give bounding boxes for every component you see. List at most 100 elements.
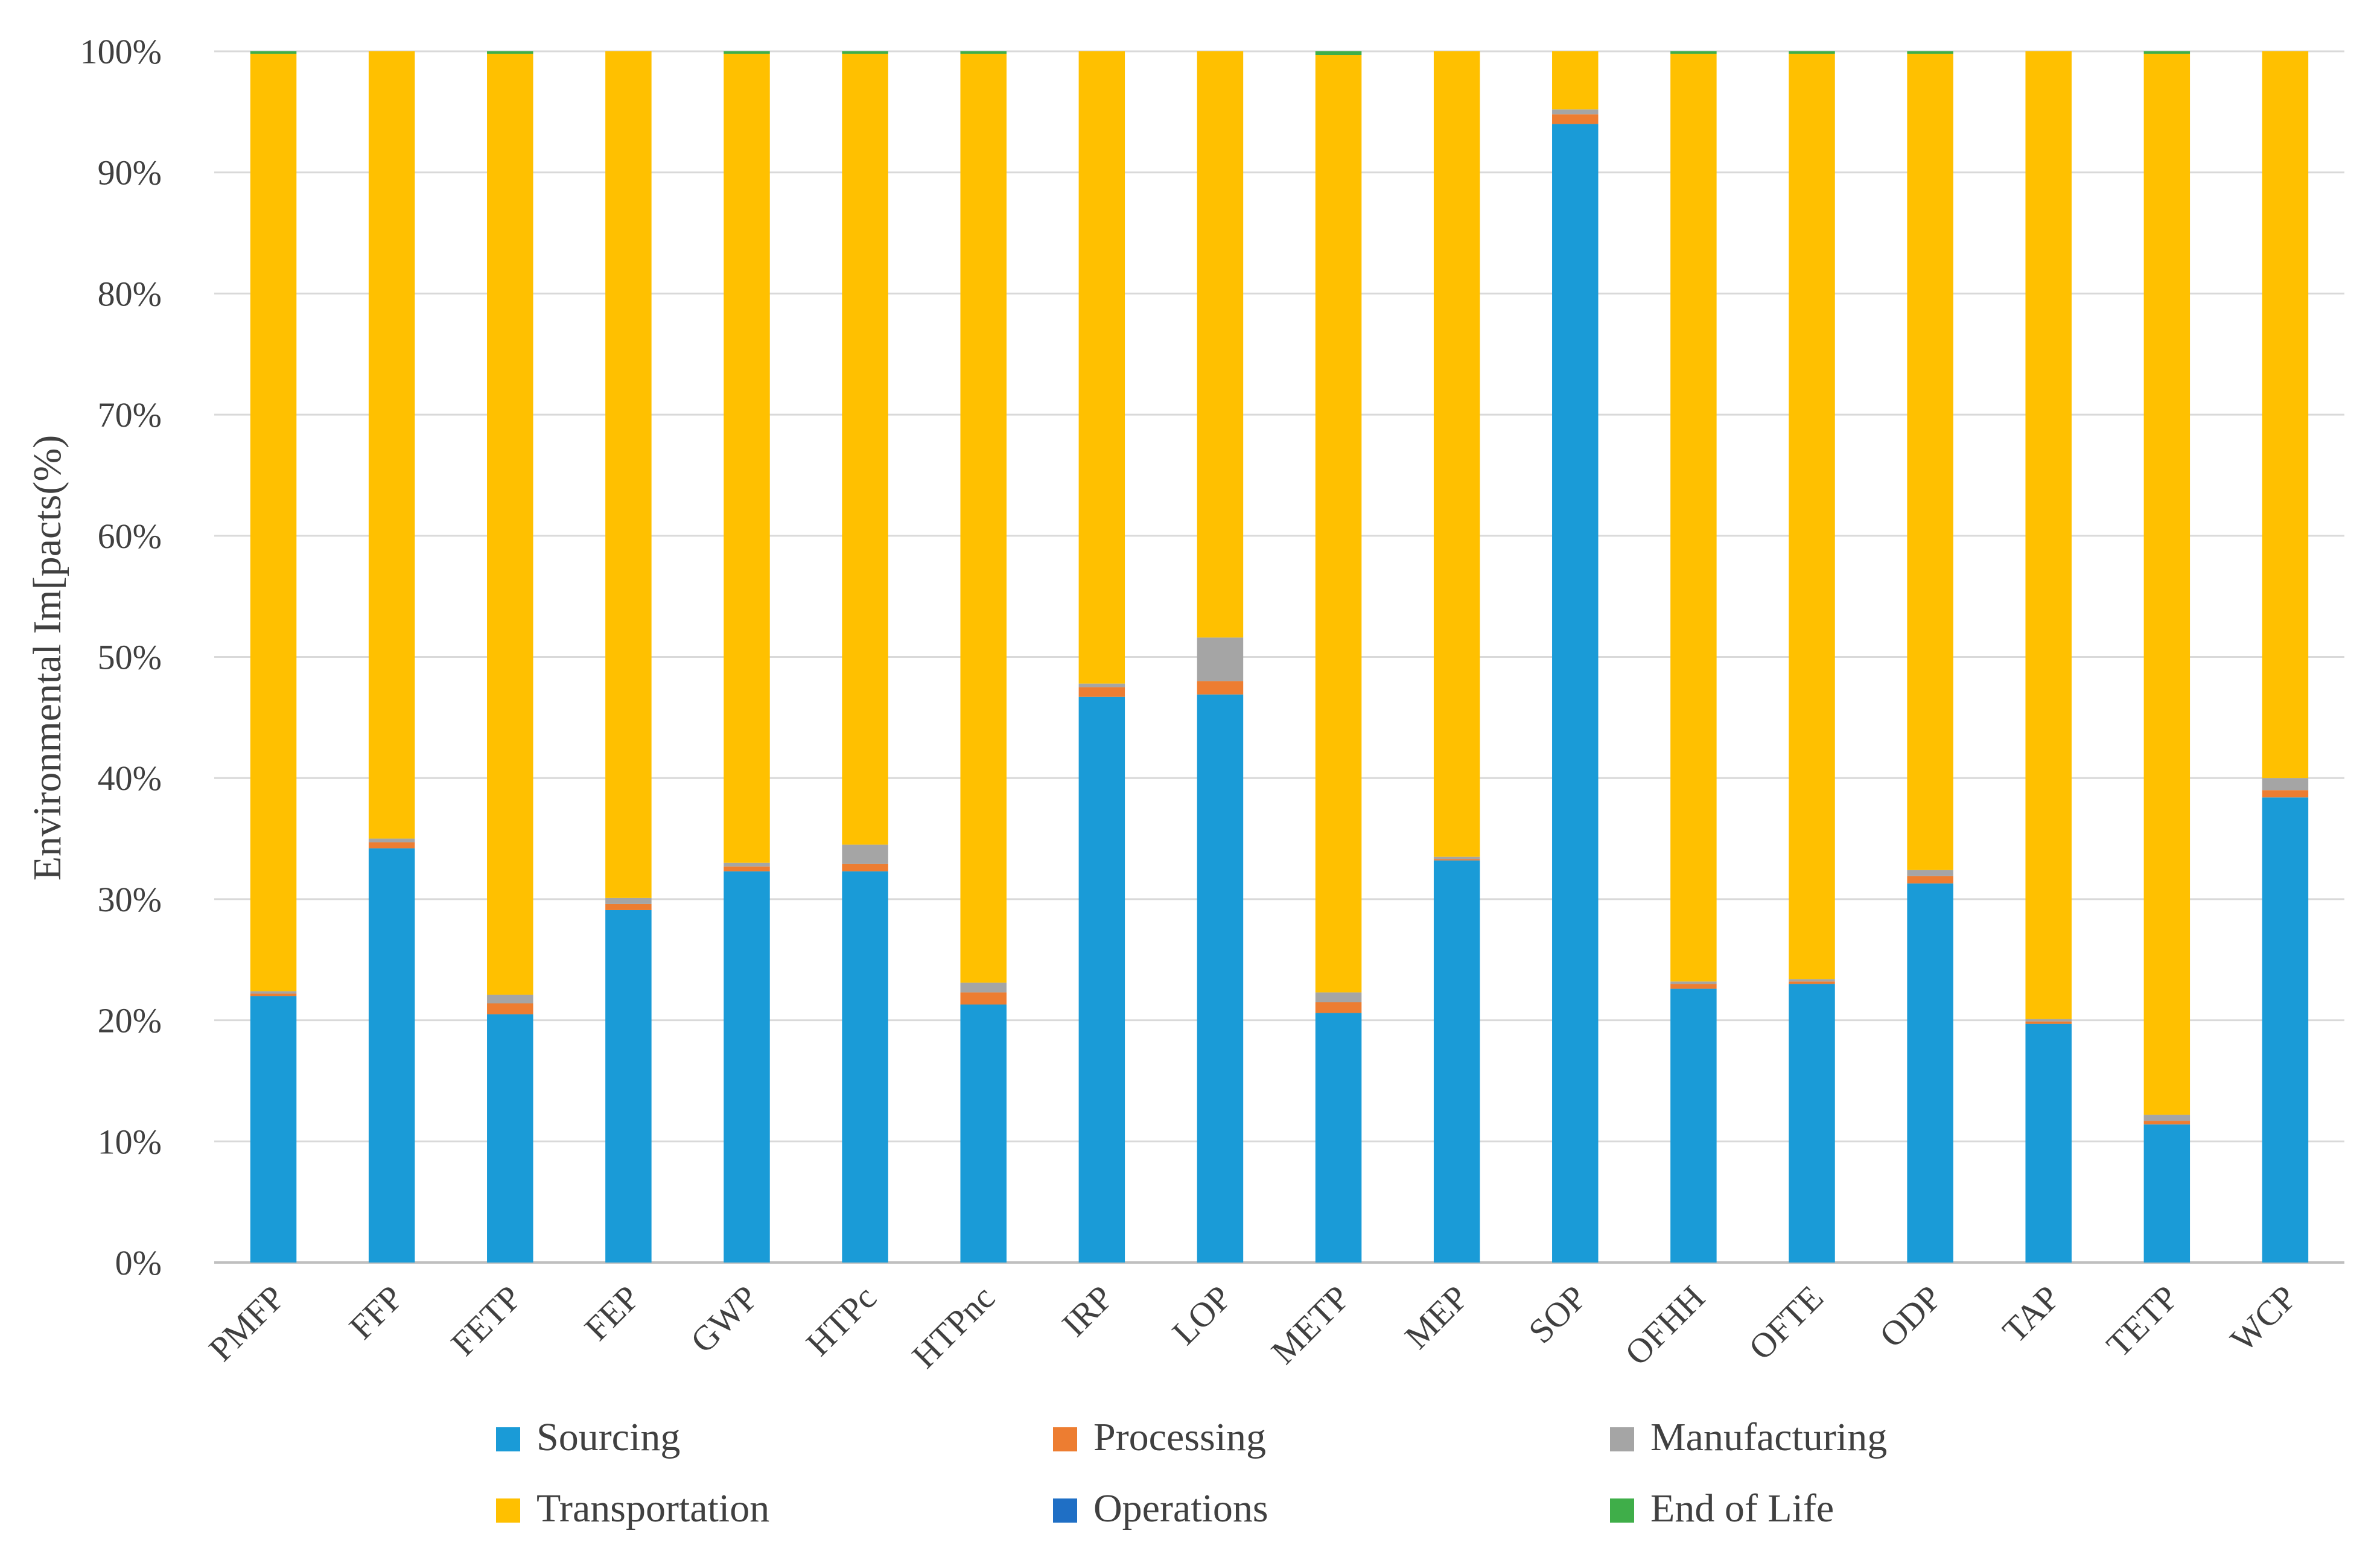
bar-pmfp-transportation [250, 54, 297, 992]
bar-ofhh-manufacturing [1670, 981, 1717, 984]
bar-mep-transportation [1433, 51, 1480, 857]
bar-tetp-transportation [2143, 54, 2191, 1115]
x-category-label: METP [1264, 1278, 1357, 1371]
bar-odp-end-of-life [1907, 51, 1953, 54]
x-category-label: FEP [577, 1278, 648, 1348]
bar-sop-transportation [1552, 51, 1599, 110]
y-tick-label: 0% [115, 1243, 162, 1282]
legend-label: Sourcing [536, 1415, 680, 1459]
x-category-label: OFTE [1741, 1278, 1830, 1367]
legend-label: Operations [1093, 1486, 1268, 1530]
bar-ffp-processing [368, 842, 415, 849]
legend-label: Transportation [536, 1486, 769, 1530]
bar-ffp-transportation [368, 51, 415, 839]
bar-tetp-processing [2143, 1121, 2191, 1125]
bar-tetp-sourcing [2143, 1124, 2191, 1263]
y-tick-label: 30% [98, 880, 162, 919]
x-category-label: TETP [2099, 1278, 2186, 1365]
bar-wcp-processing [2262, 790, 2309, 798]
x-category-label: FFP [342, 1278, 410, 1346]
bars [250, 51, 2309, 1263]
bar-gwp-transportation [724, 54, 770, 863]
bar-fep-sourcing [605, 909, 652, 1263]
y-tick-label: 40% [98, 759, 162, 798]
legend-swatch-transportation [496, 1498, 520, 1523]
bar-ofhh-end-of-life [1670, 51, 1717, 54]
bar-pmfp-processing [250, 993, 297, 996]
bar-lop-manufacturing [1197, 637, 1244, 681]
bar-fep-transportation [605, 51, 652, 898]
bar-htpnc-processing [960, 992, 1007, 1005]
bar-tap-manufacturing [2025, 1019, 2072, 1022]
x-category-label: FETP [444, 1278, 529, 1363]
bar-pmfp-end-of-life [250, 51, 297, 54]
x-category-label: HTPnc [905, 1278, 1002, 1375]
bar-wcp-transportation [2262, 51, 2309, 779]
legend-swatch-operations [1053, 1498, 1077, 1523]
legend-swatch-sourcing [496, 1427, 520, 1451]
x-axis-categories: PMFP FFP FETP FEP GWP HTPc HTPnc IRP LOP METP MEP S… [201, 1278, 2304, 1375]
legend-swatch-processing [1053, 1427, 1077, 1451]
x-category-label: LOP [1165, 1278, 1239, 1352]
bar-tap-transportation [2025, 51, 2072, 1019]
bar-metp-manufacturing [1315, 992, 1362, 1002]
bar-sop-processing [1552, 114, 1599, 124]
y-tick-label: 90% [98, 153, 162, 193]
bar-lop-transportation [1197, 51, 1244, 638]
bar-sop-sourcing [1552, 124, 1599, 1263]
bar-pmfp-manufacturing [250, 991, 297, 994]
y-tick-label: 80% [98, 274, 162, 313]
bar-pmfp-sourcing [250, 996, 297, 1263]
bar-fep-manufacturing [605, 897, 652, 904]
bar-tap-processing [2025, 1021, 2072, 1024]
x-category-label: SOP [1521, 1278, 1594, 1351]
x-category-label: PMFP [201, 1278, 292, 1369]
bar-fetp-sourcing [487, 1014, 533, 1263]
bar-wcp-sourcing [2262, 797, 2309, 1263]
bar-ffp-sourcing [368, 848, 415, 1263]
bar-htpnc-manufacturing [960, 982, 1007, 993]
y-axis-ticks: 0% 10% 20% 30% 40% 50% 60% 70% 80% 90% 100% [80, 32, 162, 1282]
legend-swatch-manufacturing [1610, 1427, 1634, 1451]
bar-ofte-transportation [1789, 54, 1835, 979]
legend-label: End of Life [1650, 1486, 1834, 1530]
bar-lop-processing [1197, 681, 1244, 695]
bar-odp-manufacturing [1907, 870, 1953, 876]
bar-mep-sourcing [1433, 860, 1480, 1263]
y-tick-label: 50% [98, 638, 162, 677]
x-category-label: ODP [1872, 1278, 1949, 1355]
bar-tetp-manufacturing [2143, 1115, 2191, 1121]
legend-swatch-end-of-life [1610, 1498, 1634, 1523]
bar-fetp-processing [487, 1003, 533, 1014]
bar-irp-sourcing [1078, 696, 1125, 1263]
gridlines [214, 50, 2344, 1264]
bar-metp-end-of-life [1315, 51, 1362, 56]
bar-metp-sourcing [1315, 1013, 1362, 1263]
bar-fetp-end-of-life [487, 51, 533, 54]
bar-wcp-manufacturing [2262, 778, 2309, 791]
y-tick-label: 70% [98, 395, 162, 435]
bar-htpc-processing [842, 864, 888, 871]
x-category-label: TAP [1995, 1278, 2067, 1350]
bar-ofhh-transportation [1670, 54, 1717, 982]
x-category-label: GWP [683, 1278, 766, 1360]
y-tick-label: 10% [98, 1122, 162, 1161]
bar-ofte-sourcing [1789, 984, 1835, 1263]
bar-htpnc-transportation [960, 54, 1007, 983]
bar-ofte-end-of-life [1789, 51, 1835, 54]
bar-ofte-processing [1789, 981, 1835, 984]
bar-fetp-manufacturing [487, 995, 533, 1004]
bar-irp-manufacturing [1078, 683, 1125, 687]
y-tick-label: 100% [80, 32, 162, 71]
bar-ofte-manufacturing [1789, 979, 1835, 982]
bar-irp-processing [1078, 687, 1125, 697]
bar-ffp-manufacturing [368, 838, 415, 842]
bar-gwp-sourcing [724, 871, 770, 1263]
bar-htpnc-end-of-life [960, 51, 1007, 54]
y-tick-label: 20% [98, 1001, 162, 1040]
bar-htpc-end-of-life [842, 51, 888, 54]
bar-odp-sourcing [1907, 883, 1953, 1263]
bar-tetp-end-of-life [2143, 51, 2191, 54]
x-category-label: HTPc [798, 1278, 884, 1363]
